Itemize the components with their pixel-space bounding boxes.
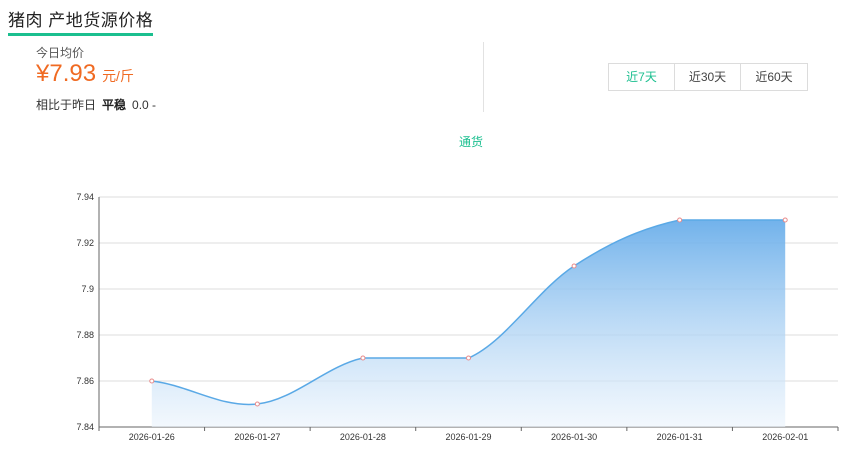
- x-tick-label: 2026-01-27: [234, 432, 280, 442]
- x-tick-label: 2026-01-30: [551, 432, 597, 442]
- tab-30-days[interactable]: 近30天: [675, 64, 741, 90]
- today-price-label: 今日均价: [36, 46, 85, 60]
- price-unit: 元/斤: [102, 68, 134, 84]
- y-tick-label: 7.9: [81, 284, 94, 294]
- y-tick-label: 7.86: [76, 376, 94, 386]
- data-point: [782, 217, 788, 223]
- page-title: 猪肉 产地货源价格: [8, 6, 154, 36]
- y-tick-label: 7.94: [76, 192, 94, 202]
- range-tabs: 近7天 近30天 近60天: [608, 63, 808, 91]
- data-point: [571, 263, 577, 269]
- x-tick-label: 2026-01-28: [340, 432, 386, 442]
- data-point: [466, 355, 471, 361]
- x-tick-label: 2026-01-29: [445, 432, 491, 442]
- data-point: [254, 401, 260, 407]
- divider: [483, 42, 484, 112]
- data-point: [149, 378, 155, 384]
- y-tick-label: 7.84: [76, 422, 94, 432]
- y-tick-label: 7.88: [76, 330, 94, 340]
- x-tick-label: 2026-02-01: [762, 432, 808, 442]
- tab-7-days[interactable]: 近7天: [609, 64, 675, 90]
- y-tick-label: 7.92: [76, 238, 94, 248]
- compare-row: 相比于昨日 平稳 0.0 -: [36, 96, 156, 113]
- price-value: ¥7.93: [36, 60, 97, 87]
- tab-60-days[interactable]: 近60天: [755, 70, 793, 84]
- x-tick-label: 2026-01-26: [129, 432, 175, 442]
- data-point: [360, 355, 366, 361]
- today-price: ¥7.93 元/斤: [36, 60, 134, 88]
- x-tick-label: 2026-01-31: [657, 432, 703, 442]
- data-point: [677, 217, 683, 223]
- compare-label: 相比于昨日: [36, 98, 97, 112]
- series-area: [151, 220, 786, 427]
- delta-value: 0.0 -: [132, 98, 157, 112]
- chart-legend[interactable]: 通货: [459, 135, 484, 149]
- trend-status: 平稳: [102, 98, 127, 112]
